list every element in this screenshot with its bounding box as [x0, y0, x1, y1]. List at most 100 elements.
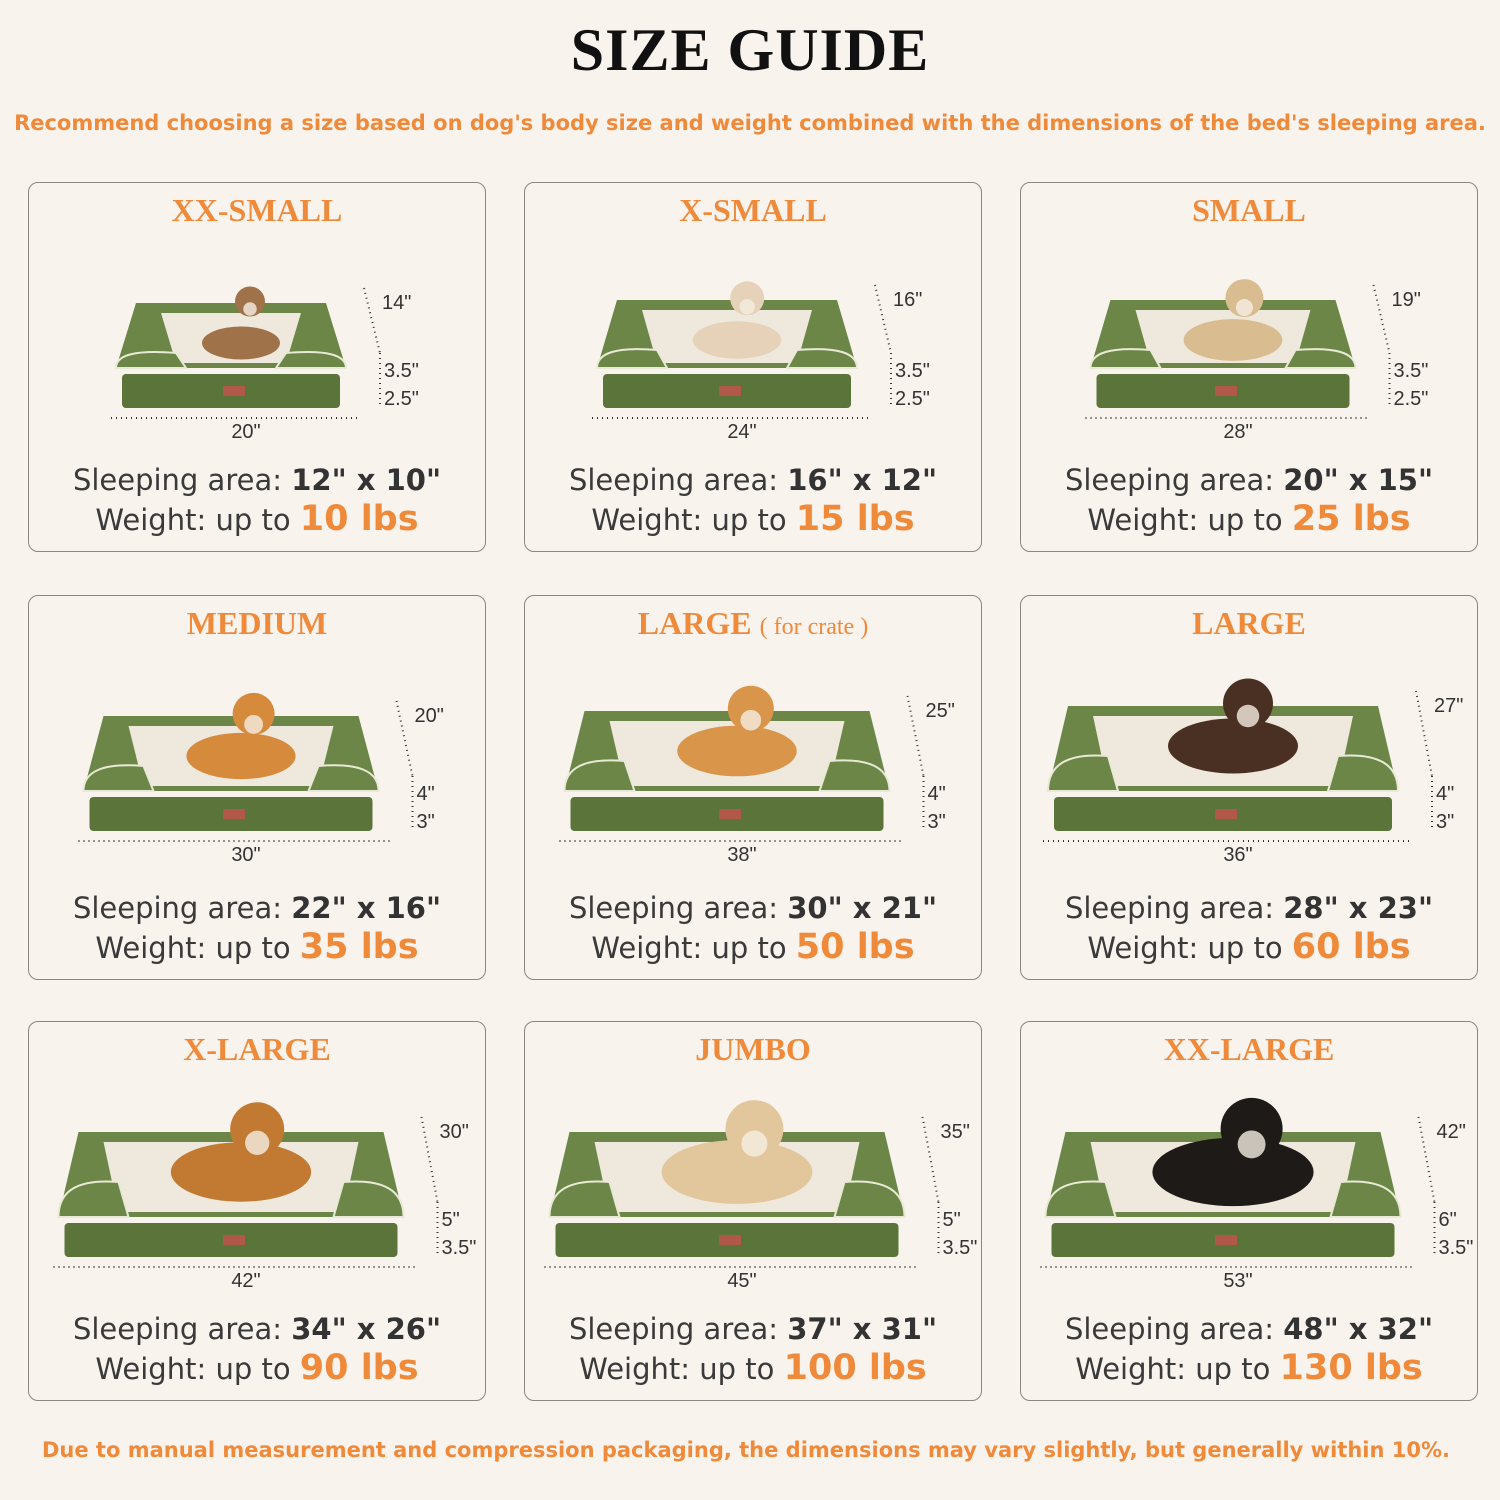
base-height-label: 2.5"	[1394, 388, 1429, 410]
bolster-height-label: 3.5"	[895, 360, 930, 382]
sleeping-area: Sleeping area: 34" x 26"	[72, 1312, 442, 1346]
bolster-height-label: 6"	[1439, 1209, 1457, 1231]
dog-icon	[677, 685, 797, 777]
dog-icon	[1168, 678, 1298, 774]
base-height-label: 3"	[417, 811, 435, 833]
length-label: 53"	[1223, 1270, 1252, 1292]
bolster-height-label: 4"	[1436, 783, 1454, 805]
base-height-label: 3.5"	[1439, 1237, 1474, 1259]
bed-illustration: 28" 19" 3.5" 2.5"	[1085, 279, 1429, 443]
bolster-height-label: 5"	[442, 1209, 460, 1231]
sleeping-area: Sleeping area: 12" x 10"	[72, 463, 442, 497]
weight-limit: Weight: up to 15 lbs	[591, 499, 915, 539]
bolster-height-label: 4"	[928, 783, 946, 805]
depth-label: 14"	[382, 292, 411, 314]
size-card: LARGE 36" 27" 4" 3" Sleeping area: 28" x…	[1020, 595, 1478, 980]
size-card: X-SMALL 24" 16" 3.5" 2.5" Sleeping area:…	[524, 182, 982, 552]
page-title: SIZE GUIDE	[570, 17, 930, 83]
length-label: 20"	[231, 421, 260, 443]
length-label: 38"	[727, 844, 756, 866]
length-label: 42"	[231, 1270, 260, 1292]
base-height-label: 3.5"	[943, 1237, 978, 1259]
size-note: ( for crate )	[759, 614, 869, 640]
bed-illustration: 45" 35" 5" 3.5"	[544, 1100, 978, 1292]
size-name: JUMBO	[695, 1031, 811, 1067]
bolster-height-label: 3.5"	[384, 360, 419, 382]
weight-limit: Weight: up to 130 lbs	[1075, 1348, 1423, 1388]
bolster-height-label: 5"	[943, 1209, 961, 1231]
sleeping-area: Sleeping area: 30" x 21"	[568, 891, 938, 925]
length-label: 24"	[727, 421, 756, 443]
size-name: X-SMALL	[679, 192, 827, 228]
size-name: LARGE	[1192, 605, 1306, 641]
depth-label: 35"	[941, 1121, 970, 1143]
bed-illustration: 24" 16" 3.5" 2.5"	[592, 281, 930, 443]
bed-illustration: 38" 25" 4" 3"	[559, 685, 955, 866]
size-card: LARGE ( for crate ) 38" 25" 4" 3" Sleepi…	[524, 595, 982, 980]
sleeping-area: Sleeping area: 22" x 16"	[72, 891, 442, 925]
depth-label: 20"	[415, 705, 444, 727]
size-card: MEDIUM 30" 20" 4" 3" Sleeping area: 22" …	[28, 595, 486, 980]
cat-icon	[202, 286, 280, 360]
weight-limit: Weight: up to 10 lbs	[95, 499, 419, 539]
size-card: X-LARGE 42" 30" 5" 3.5" Sleeping area: 3…	[28, 1021, 486, 1401]
dog-icon	[1183, 279, 1283, 361]
weight-limit: Weight: up to 60 lbs	[1087, 927, 1411, 967]
depth-label: 42"	[1437, 1121, 1466, 1143]
weight-limit: Weight: up to 25 lbs	[1087, 499, 1411, 539]
base-height-label: 2.5"	[895, 388, 930, 410]
bolster-height-label: 3.5"	[1394, 360, 1429, 382]
dimension-lines	[1085, 284, 1391, 419]
bed-illustration: 30" 20" 4" 3"	[78, 692, 444, 866]
dimension-lines	[1040, 1116, 1436, 1268]
footer-note: Due to manual measurement and compressio…	[42, 1438, 1450, 1462]
size-card: XX-SMALL 20" 14" 3.5" 2.5" Sleeping area…	[28, 182, 486, 552]
depth-label: 19"	[1392, 289, 1421, 311]
size-name: XX-SMALL	[171, 192, 343, 228]
sleeping-area: Sleeping area: 48" x 32"	[1064, 1312, 1434, 1346]
sleeping-area: Sleeping area: 20" x 15"	[1064, 463, 1434, 497]
sleeping-area: Sleeping area: 16" x 12"	[568, 463, 938, 497]
base-height-label: 2.5"	[384, 388, 419, 410]
size-name: SMALL	[1192, 192, 1306, 228]
size-name: MEDIUM	[186, 605, 328, 641]
dimension-lines	[1043, 690, 1433, 842]
length-label: 45"	[727, 1270, 756, 1292]
base-height-label: 3"	[1436, 811, 1454, 833]
depth-label: 30"	[440, 1121, 469, 1143]
dimension-lines	[544, 1116, 940, 1268]
dog-icon	[1152, 1097, 1314, 1207]
dog-icon	[170, 1102, 312, 1202]
bed-illustration: 36" 27" 4" 3"	[1043, 678, 1463, 866]
dimension-lines	[53, 1116, 439, 1268]
size-card: SMALL 28" 19" 3.5" 2.5" Sleeping area: 2…	[1020, 182, 1478, 552]
dog-icon	[692, 281, 782, 359]
size-name: X-LARGE	[183, 1031, 331, 1067]
size-name: XX-LARGE	[1163, 1031, 1335, 1067]
size-card: XX-LARGE 53" 42" 6" 3.5" Sleeping area: …	[1020, 1021, 1478, 1401]
bed-illustration: 20" 14" 3.5" 2.5"	[111, 286, 419, 443]
dog-icon	[186, 692, 296, 780]
base-height-label: 3"	[928, 811, 946, 833]
bolster-height-label: 4"	[417, 783, 435, 805]
dimension-lines	[78, 700, 414, 842]
depth-label: 16"	[893, 289, 922, 311]
sleeping-area: Sleeping area: 37" x 31"	[568, 1312, 938, 1346]
length-label: 30"	[231, 844, 260, 866]
base-height-label: 3.5"	[442, 1237, 477, 1259]
size-name: LARGE ( for crate )	[637, 605, 869, 641]
sleeping-area: Sleeping area: 28" x 23"	[1064, 891, 1434, 925]
dog-icon	[661, 1100, 813, 1204]
length-label: 36"	[1223, 844, 1252, 866]
depth-label: 25"	[926, 700, 955, 722]
weight-limit: Weight: up to 90 lbs	[95, 1348, 419, 1388]
weight-limit: Weight: up to 50 lbs	[591, 927, 915, 967]
length-label: 28"	[1223, 421, 1252, 443]
dimension-lines	[592, 284, 892, 419]
bed-illustration: 53" 42" 6" 3.5"	[1040, 1097, 1474, 1292]
subtitle: Recommend choosing a size based on dog's…	[14, 111, 1486, 135]
dimension-lines	[559, 695, 925, 842]
dimension-lines	[111, 287, 381, 419]
bed-illustration: 42" 30" 5" 3.5"	[53, 1102, 477, 1292]
size-card: JUMBO 45" 35" 5" 3.5" Sleeping area: 37"…	[524, 1021, 982, 1401]
